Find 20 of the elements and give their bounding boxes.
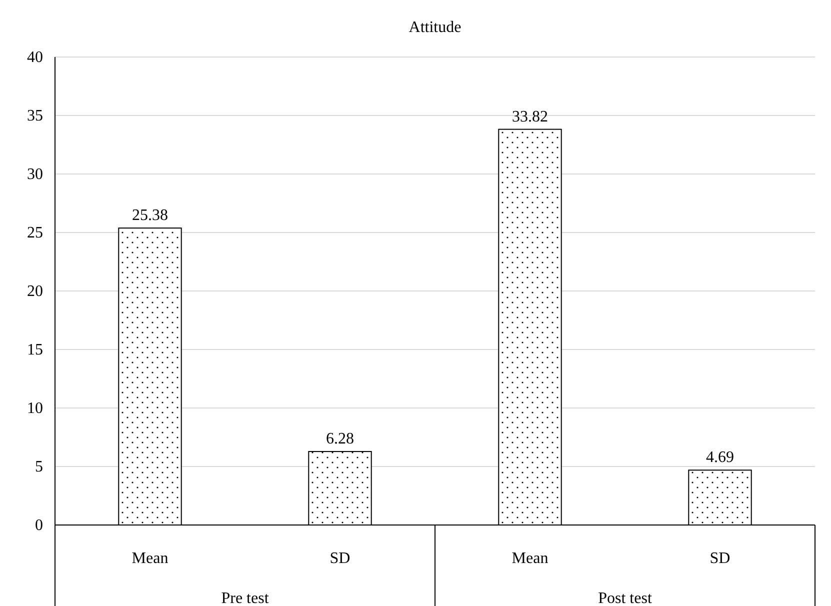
- data-label: 33.82: [512, 108, 548, 126]
- data-label: 6.28: [326, 430, 354, 448]
- x-tick-label: Mean: [132, 550, 168, 567]
- y-tick-label: 25: [27, 224, 43, 242]
- y-tick-label: 5: [35, 458, 43, 476]
- y-tick-label: 35: [27, 108, 43, 125]
- x-tick-label: Mean: [512, 550, 548, 567]
- data-label: 4.69: [706, 449, 734, 466]
- y-tick-label: 0: [35, 517, 43, 534]
- x-tick-label: SD: [330, 550, 350, 567]
- y-tick-label: 20: [27, 283, 43, 300]
- y-tick-label: 40: [27, 49, 43, 66]
- data-label: 25.38: [132, 207, 168, 224]
- x-tick-label: SD: [710, 550, 730, 567]
- text: Post test: [598, 590, 652, 606]
- chart-title: Attitude: [408, 19, 462, 36]
- y-tick-label: 15: [27, 342, 43, 359]
- text: Pre test: [221, 590, 270, 606]
- y-tick-label: 30: [27, 166, 43, 184]
- y-tick-label: 10: [27, 400, 43, 418]
